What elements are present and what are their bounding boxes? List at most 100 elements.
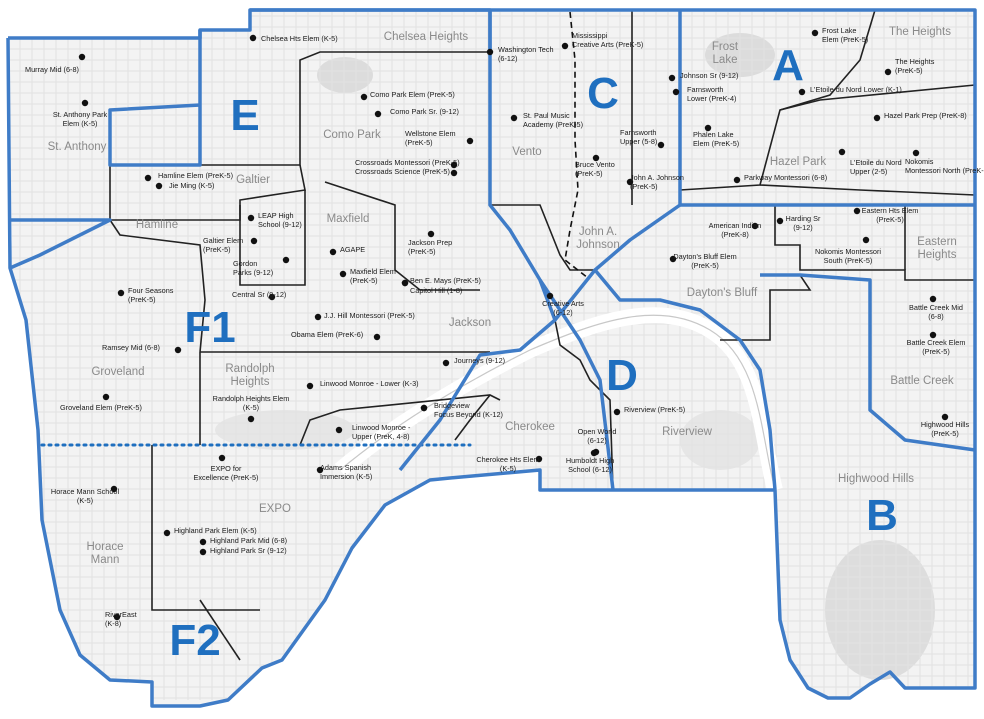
school-label: Groveland Elem (PreK-5) [60, 403, 142, 412]
school-marker: Cherokee Hts Elem (K-5) [476, 455, 543, 473]
school-label: Adams Spanish Immersion (K-5) [320, 463, 372, 481]
neighborhood-label: John A. Johnson [576, 226, 619, 251]
school-dot [776, 217, 784, 225]
school-marker: Crossroads Science (PreK-5) [355, 167, 458, 177]
school-dot [929, 295, 937, 303]
school-dot [218, 454, 226, 462]
school-dot [268, 293, 276, 301]
neighborhood-label: Cherokee [505, 421, 555, 433]
school-marker: Ramsey Mid (6-8) [102, 343, 182, 354]
neighborhood-label: Highwood Hills [838, 473, 914, 485]
school-dot [282, 256, 290, 264]
school-label: Murray Mid (6-8) [25, 65, 79, 74]
school-dot [155, 182, 163, 190]
school-label: Wellstone Elem (PreK-5) [405, 129, 456, 147]
school-label: J.J. Hill Montessori (PreK-5) [324, 311, 415, 320]
school-dot [862, 236, 870, 244]
school-dot [486, 48, 494, 56]
neighborhood-label: Galtier [236, 174, 270, 186]
school-marker: Phalen Lake Elem (PreK-5) [693, 124, 739, 148]
school-dot [929, 331, 937, 339]
school-marker: Parkway Montessori (6-8) [733, 173, 827, 184]
school-marker: Galtier Elem (PreK-5) [203, 236, 258, 254]
school-marker: Dayton's Bluff Elem (PreK-5) [669, 252, 737, 270]
school-label: Phalen Lake Elem (PreK-5) [693, 130, 739, 148]
outer-zone-outlines [6, 8, 977, 708]
school-label: Four Seasons (PreK-5) [128, 286, 174, 304]
school-dot [316, 466, 324, 474]
school-dot [339, 270, 347, 278]
neighborhood-label: Como Park [323, 129, 381, 141]
school-label: L'Etoile du Nord Upper (2-5) [850, 158, 902, 176]
school-marker: Wellstone Elem (PreK-5) [405, 129, 474, 147]
school-dot [360, 93, 368, 101]
school-marker: Como Park Sr. (9-12) [374, 107, 459, 118]
school-label: Open World (6-12) [578, 427, 617, 445]
neighborhood-label: Frost Lake [712, 41, 739, 66]
school-marker: Nokomis Montessori South (PreK-5) [815, 236, 881, 265]
school-label: St. Paul Music Academy (PreK-5) [523, 111, 583, 129]
school-marker: Mississippi Creative Arts (PreK-5) [561, 31, 643, 50]
zone-letter-f1: F1 [184, 303, 235, 352]
school-dot [374, 110, 382, 118]
school-marker: Randolph Heights Elem (K-5) [213, 394, 289, 423]
school-label: Highwood Hills (PreK-5) [921, 420, 970, 438]
school-label: Central Sr (9-12) [232, 290, 286, 299]
school-marker: American Indian (PreK-8) [709, 221, 762, 239]
school-dot [466, 137, 474, 145]
school-label: Eastern Hts Elem (PreK-5) [862, 206, 919, 224]
school-label: Nokomis Montessori South (PreK-5) [815, 247, 881, 265]
school-dot [442, 359, 450, 367]
school-label: Linwood Monroe - Lower (K-3) [320, 379, 419, 388]
school-dot [838, 148, 846, 156]
school-label: Gordon Parks (9-12) [233, 259, 273, 277]
school-label: Obama Elem (PreK-6) [291, 330, 363, 339]
school-marker: Nokomis Montessori North (PreK-5) [905, 149, 984, 175]
school-label: Battle Creek Mid (6-8) [909, 303, 963, 321]
school-label: Nokomis Montessori North (PreK-5) [905, 157, 984, 175]
school-label: Highland Park Mid (6-8) [210, 536, 287, 545]
school-dot [853, 207, 861, 215]
zone-letters: A B C D E F1 F2 [169, 41, 898, 665]
neighborhood-label: Eastern Heights [917, 236, 957, 261]
school-dot [401, 279, 409, 287]
school-dot [733, 176, 741, 184]
school-dot [912, 149, 920, 157]
school-dot [249, 34, 257, 42]
school-dot [78, 53, 86, 61]
school-label: Frost Lake Elem (PreK-5) [822, 26, 868, 44]
school-dot [199, 538, 207, 546]
school-marker: Highland Park Elem (K-5) [163, 526, 257, 537]
zone-letter-b: B [866, 491, 898, 540]
school-label: RiverEast (K-8) [105, 610, 137, 628]
school-marker: St. Anthony Park Elem (K-5) [53, 99, 108, 128]
neighborhood-label: St. Anthony [48, 141, 107, 153]
school-marker: Como Park Elem (PreK-5) [360, 90, 455, 101]
school-dot [510, 114, 518, 122]
school-dot [247, 214, 255, 222]
school-marker: St. Paul Music Academy (PreK-5) [510, 111, 583, 129]
school-label: Parkway Montessori (6-8) [744, 173, 827, 182]
school-label: Highland Park Sr (9-12) [210, 546, 287, 555]
school-dot [811, 29, 819, 37]
school-marker: The Heights (PreK-5) [884, 57, 935, 76]
school-dot [117, 289, 125, 297]
neighborhood-label: Riverview [662, 426, 713, 438]
school-dot [329, 248, 337, 256]
school-dot [174, 346, 182, 354]
school-dot [110, 485, 118, 493]
school-marker: LEAP High School (9-12) [247, 211, 302, 229]
school-label: L'Etoile du Nord Lower (K-1) [810, 85, 902, 94]
school-dot [668, 74, 676, 82]
school-dot [941, 413, 949, 421]
school-marker: Washington Tech (6-12) [486, 45, 554, 63]
school-label: Focus Beyond (K-12) [434, 410, 503, 419]
school-label: Riverview (PreK-5) [624, 405, 685, 414]
school-dot [450, 161, 458, 169]
zone-letter-f2: F2 [169, 616, 220, 665]
school-label: Mississippi Creative Arts (PreK-5) [572, 31, 643, 49]
school-marker: Hazel Park Prep (PreK-8) [873, 111, 967, 122]
school-marker: AGAPE [329, 245, 365, 256]
school-marker: Groveland Elem (PreK-5) [60, 393, 142, 412]
school-marker: Bruce Vento (PreK-5) [575, 154, 615, 178]
